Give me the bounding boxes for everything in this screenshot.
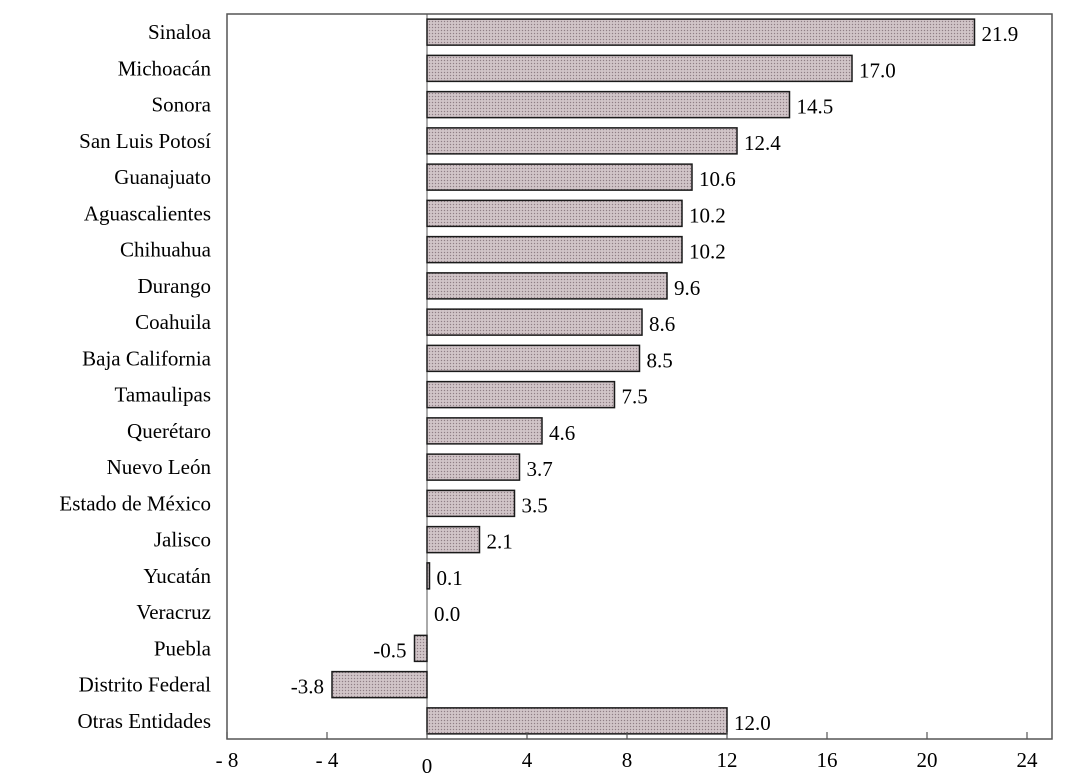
bar-14 — [426, 525, 481, 554]
value-label: 4.6 — [549, 421, 575, 445]
value-label: 12.4 — [744, 131, 781, 155]
category-label: Jalisco — [154, 528, 211, 552]
x-tick-label: 12 — [717, 748, 738, 772]
value-label: 12.0 — [734, 711, 771, 735]
category-label: San Luis Potosí — [79, 129, 211, 153]
category-label: Michoacán — [118, 56, 212, 80]
plot-frame — [226, 13, 1053, 740]
category-label: Chihuahua — [120, 238, 212, 262]
value-label: 8.6 — [649, 312, 675, 336]
bar-19 — [426, 707, 728, 735]
bar-4 — [426, 163, 693, 191]
x-tick-label: 16 — [817, 748, 838, 772]
category-label: Sonora — [152, 93, 212, 117]
value-label: 21.9 — [982, 22, 1019, 46]
category-label: Yucatán — [143, 564, 211, 588]
bar-6 — [426, 235, 683, 264]
category-label: Distrito Federal — [79, 673, 212, 697]
category-label: Puebla — [154, 636, 212, 660]
x-tick-label: 0 — [422, 754, 433, 776]
value-label: -0.5 — [373, 638, 406, 662]
value-label: 0.0 — [434, 602, 460, 626]
bar-12 — [426, 453, 521, 481]
bar-10 — [426, 380, 616, 409]
x-tick-label: 24 — [1017, 748, 1039, 772]
bar-0 — [426, 18, 976, 46]
category-label: Veracruz — [136, 600, 211, 624]
category-label: Coahuila — [135, 310, 211, 334]
value-label: 8.5 — [647, 348, 673, 372]
category-label: Querétaro — [127, 419, 211, 443]
bar-9 — [426, 344, 641, 373]
bar-3 — [426, 127, 738, 155]
category-label: Nuevo León — [107, 455, 212, 479]
value-label: 3.5 — [522, 493, 548, 517]
bar-15 — [426, 562, 431, 590]
category-label: Baja California — [82, 346, 212, 370]
x-tick-label: - 8 — [216, 748, 239, 772]
value-label: 2.1 — [487, 530, 513, 554]
value-label: 7.5 — [622, 385, 648, 409]
category-label: Estado de México — [59, 491, 211, 515]
x-tick-label: - 4 — [316, 748, 339, 772]
category-label: Guanajuato — [114, 165, 211, 189]
value-label: 9.6 — [674, 276, 700, 300]
category-label: Tamaulipas — [115, 383, 212, 407]
bar-5 — [426, 199, 683, 228]
bar-7 — [426, 272, 668, 300]
value-label: 10.2 — [689, 240, 726, 264]
bar-8 — [426, 308, 643, 336]
value-label: 10.2 — [689, 203, 726, 227]
bar-13 — [426, 489, 516, 518]
bar-11 — [426, 417, 543, 445]
category-label: Durango — [138, 274, 211, 298]
category-label: Otras Entidades — [77, 709, 211, 733]
bar-18 — [331, 670, 428, 699]
value-label: 3.7 — [527, 457, 553, 481]
value-label: 14.5 — [797, 95, 834, 119]
bar-2 — [426, 90, 791, 119]
bar-1 — [426, 54, 853, 83]
value-label: 10.6 — [699, 167, 736, 191]
value-label: 0.1 — [437, 566, 463, 590]
value-label: -3.8 — [291, 675, 324, 699]
x-tick-label: 4 — [522, 748, 533, 772]
category-label: Aguascalientes — [84, 201, 211, 225]
x-tick-label: 20 — [917, 748, 938, 772]
x-tick-label: 8 — [622, 748, 633, 772]
value-label: 17.0 — [859, 58, 896, 82]
category-label: Sinaloa — [148, 20, 212, 44]
bar-17 — [413, 634, 428, 663]
